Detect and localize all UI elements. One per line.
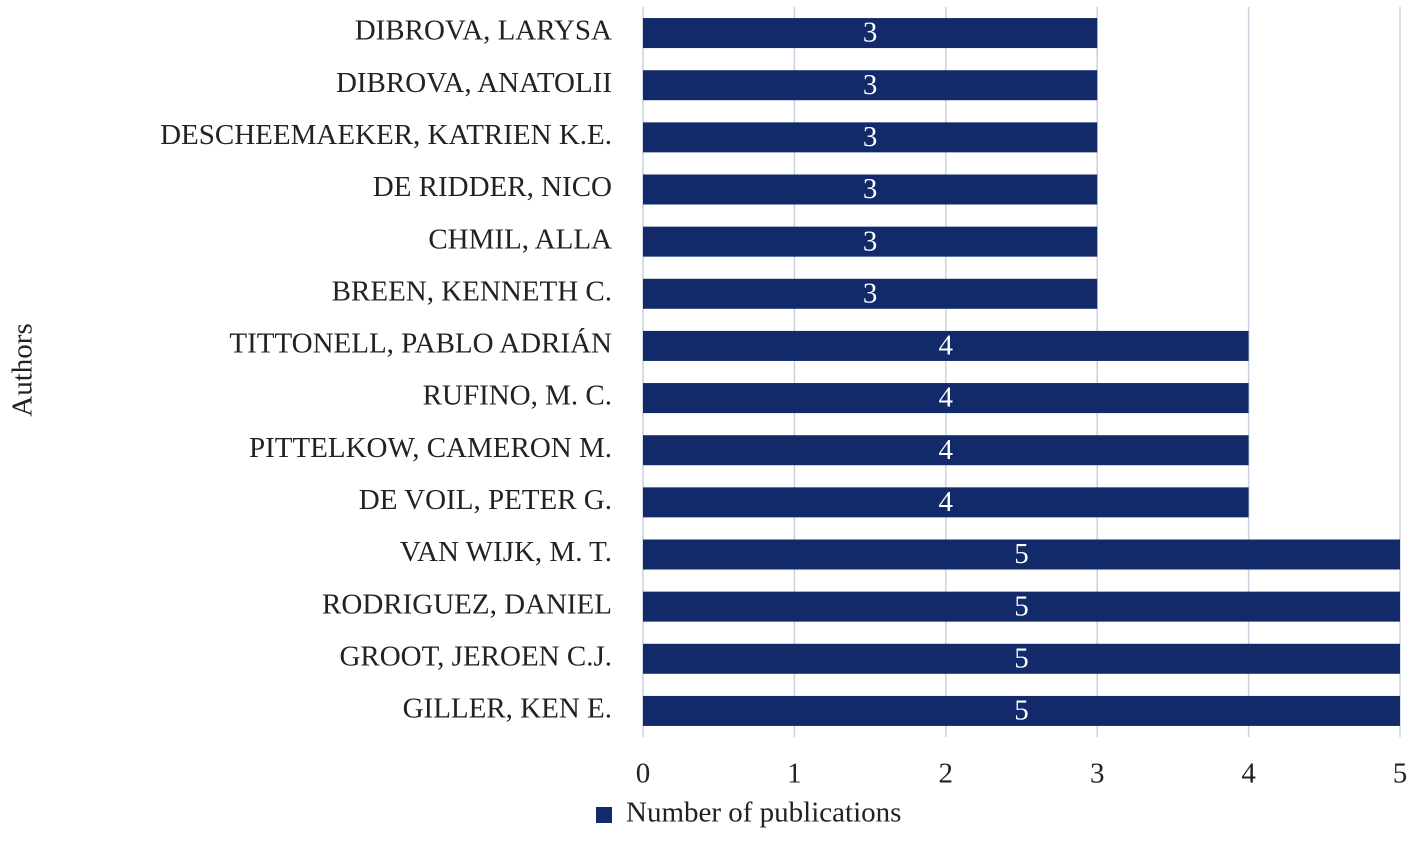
y-tick-label: RODRIGUEZ, DANIEL (322, 588, 612, 620)
bar (643, 18, 1098, 49)
x-tick-label: 3 (1090, 758, 1105, 790)
y-tick-label: RUFINO, M. C. (423, 380, 612, 412)
value-label: 3 (863, 121, 878, 153)
bar (643, 122, 1098, 153)
y-tick-label: TITTONELL, PABLO ADRIÁN (229, 327, 612, 360)
bar (643, 383, 1249, 414)
y-tick-label: DIBROVA, ANATOLII (336, 67, 612, 99)
value-label: 3 (863, 225, 878, 257)
value-label: 4 (939, 434, 954, 466)
bar (643, 487, 1249, 518)
bar (643, 435, 1249, 466)
bar (643, 591, 1400, 622)
bar (643, 695, 1400, 726)
x-tick-label: 4 (1241, 758, 1256, 790)
value-label: 4 (939, 382, 954, 414)
value-label: 4 (939, 330, 954, 362)
bar (643, 539, 1400, 570)
bar (643, 643, 1400, 674)
x-tick-label: 1 (787, 758, 802, 790)
x-tick-label: 2 (939, 758, 954, 790)
y-axis-label: Authors (7, 323, 39, 416)
bar (643, 70, 1098, 101)
y-tick-label: DESCHEEMAEKER, KATRIEN K.E. (160, 119, 612, 151)
bar (643, 226, 1098, 257)
y-tick-label: DE VOIL, PETER G. (359, 484, 612, 516)
value-label: 3 (863, 17, 878, 49)
y-tick-label: CHMIL, ALLA (428, 223, 612, 255)
value-label: 3 (863, 277, 878, 309)
value-label: 4 (939, 486, 954, 518)
bar (643, 174, 1098, 205)
y-tick-label: BREEN, KENNETH C. (332, 275, 612, 307)
x-tick-label: 5 (1393, 758, 1408, 790)
value-label: 5 (1014, 642, 1029, 674)
x-tick-label: 0 (636, 758, 651, 790)
bar (643, 278, 1098, 309)
y-tick-label: GROOT, JEROEN C.J. (339, 640, 612, 672)
legend-swatch (596, 807, 612, 823)
value-label: 5 (1014, 590, 1029, 622)
y-tick-label: PITTELKOW, CAMERON M. (249, 432, 612, 464)
y-tick-label: VAN WIJK, M. T. (400, 536, 612, 568)
y-tick-label: GILLER, KEN E. (403, 693, 612, 725)
y-tick-label: DIBROVA, LARYSA (355, 15, 612, 47)
bar (643, 330, 1249, 361)
value-label: 5 (1014, 538, 1029, 570)
value-label: 3 (863, 173, 878, 205)
y-tick-label: DE RIDDER, NICO (373, 171, 612, 203)
value-label: 3 (863, 69, 878, 101)
value-label: 5 (1014, 695, 1029, 727)
legend-label: Number of publications (626, 797, 901, 829)
